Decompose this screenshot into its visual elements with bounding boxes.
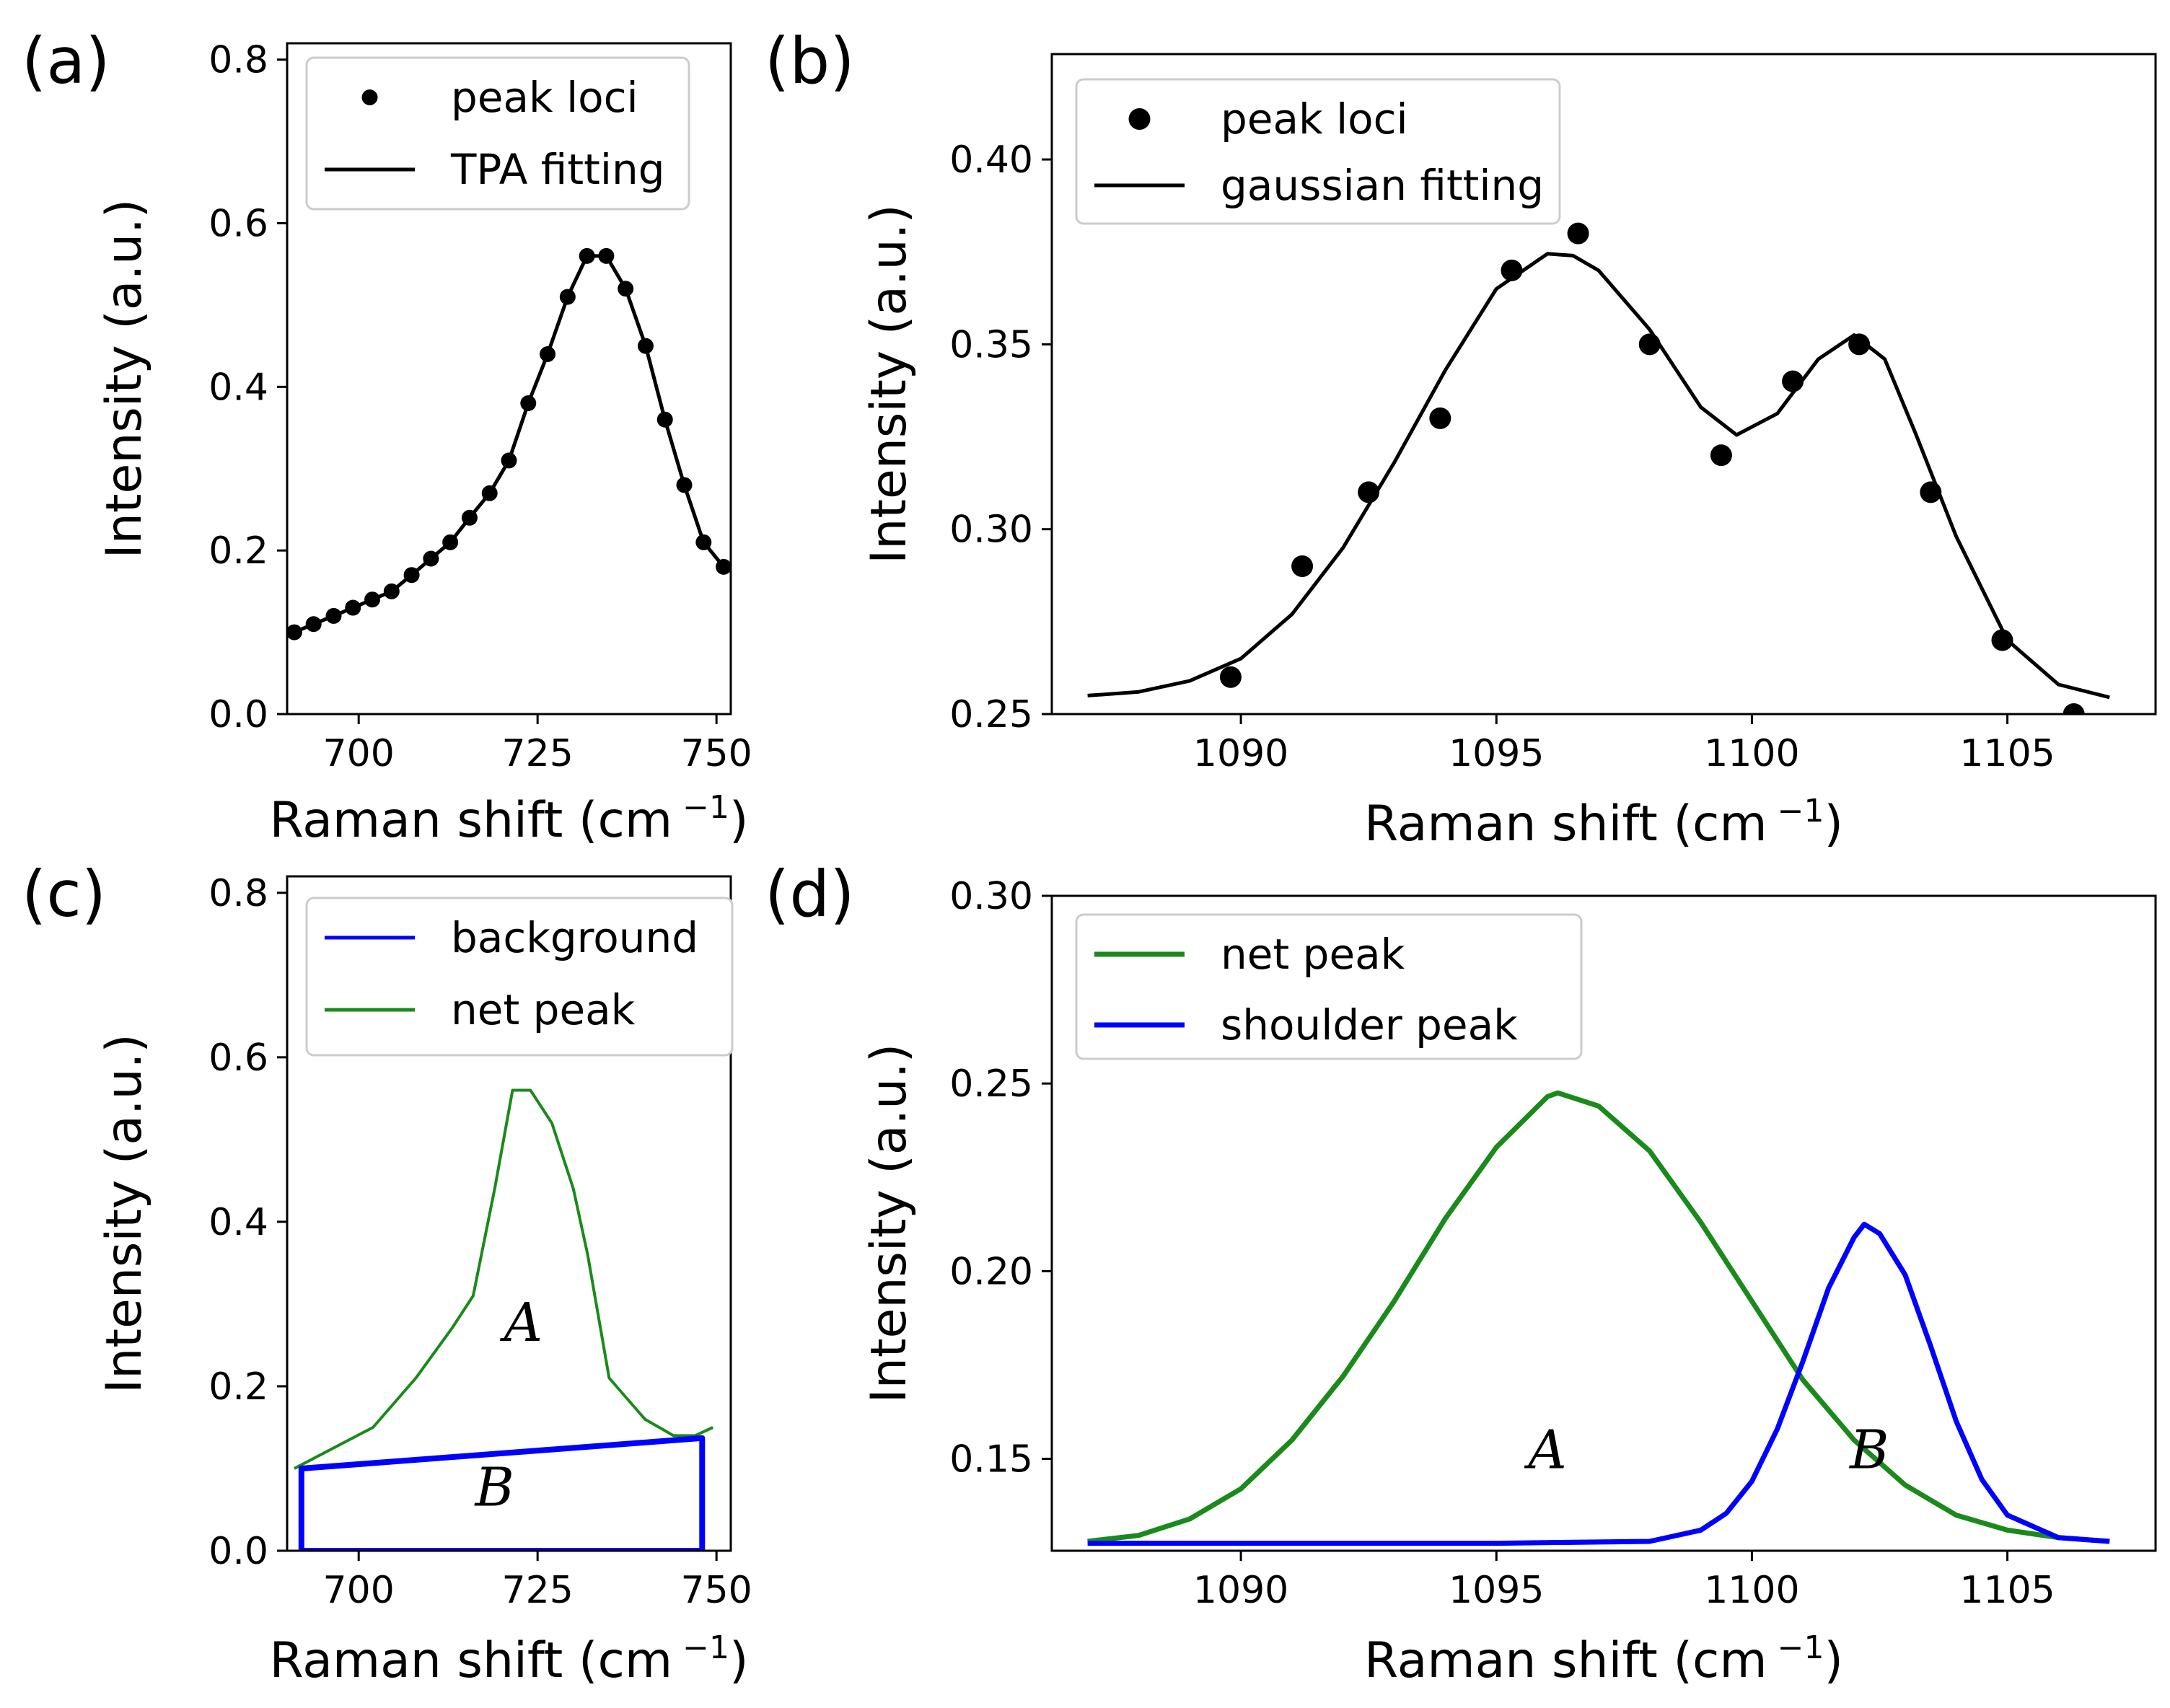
axes-frame [1050,894,2157,1552]
y-tick-label: 0.25 [949,693,1033,736]
y-tick-label: 0.2 [208,1365,268,1409]
x-tick-label: 725 [502,1569,574,1612]
series-TPA-fitting-line [293,254,726,634]
x-axis-label: Raman shift (cm −1) [269,789,748,849]
legend-box [1075,78,1561,225]
axes-frame [1050,53,2157,716]
y-tick-label: 0.6 [208,203,268,246]
legend: net peak shoulder peak [1075,913,1583,1060]
y-tick-label: 0.8 [208,39,268,82]
x-tick-label: 700 [323,1569,395,1612]
y-tick-label: 0.30 [949,509,1033,552]
series-gaussian-fitting-line [1087,252,2110,700]
data-point [1429,407,1451,429]
legend: background net peak [305,897,734,1057]
y-axis-label: Intensity (a.u.) [861,1044,918,1404]
series-shoulder-peak-line [1087,1221,2110,1546]
y-tick-label: 0.30 [949,875,1033,918]
legend-marker [1128,108,1151,130]
y-axis-label: Intensity (a.u.) [96,199,153,559]
annotation-B: B [473,1456,514,1518]
legend-label: gaussian fitting [1221,161,1544,210]
data-point [1848,333,1871,356]
y-tick-label: 0.25 [949,1062,1033,1106]
y-tick-label: 0.4 [208,366,268,409]
y-tick-label: 0.0 [208,693,268,736]
panel-2: (b) 1090 1095 1100 1105 0.25 0.30 0.35 0.40 Raman… [765,24,2157,853]
panel-label: (a) [22,24,110,98]
series-net-peak-line [293,1088,714,1470]
x-axis-label: Raman shift (cm −1) [1364,1629,1843,1689]
legend-label: net peak [1221,930,1405,979]
legend-label: TPA fitting [450,145,665,194]
y-tick-label: 0.40 [949,138,1033,182]
x-tick-label: 1100 [1704,1569,1799,1612]
y-tick-label: 0.35 [949,323,1033,366]
series-net-peak-line [1087,1090,2110,1544]
axes-frame [286,875,732,1552]
x-tick-label: 700 [323,732,395,775]
y-tick-label: 0.15 [949,1438,1033,1482]
annotation-B: B [1848,1419,1889,1482]
x-axis-label: Raman shift (cm −1) [269,1629,748,1689]
legend-label: background [451,913,698,962]
x-tick-label: 1095 [1449,732,1544,775]
x-tick-label: 750 [681,732,752,775]
annotation-A: A [500,1292,542,1354]
panel-3: (c) 700 725 750 0.0 0.2 0.4 0.6 0.8 Raman shift (… [22,857,752,1689]
axes-frame [286,42,732,716]
legend-label: peak loci [1221,94,1408,144]
legend: peak loci TPA fitting [305,56,690,211]
x-tick-label: 725 [502,732,574,775]
x-tick-label: 750 [681,1569,752,1612]
legend-label: shoulder peak [1221,1000,1518,1049]
x-axis-label: Raman shift (cm −1) [1364,793,1843,853]
annotation-A: A [1524,1419,1566,1482]
data-point [1710,444,1732,467]
data-point [1567,222,1589,245]
plot-area [1087,1090,2110,1546]
data-point [1291,555,1314,577]
data-point [1991,629,2013,651]
panel-label: (d) [765,857,855,931]
legend-box [1075,913,1583,1060]
legend: peak loci gaussian fitting [1075,78,1561,225]
panel-label: (c) [22,857,106,931]
panel-label: (b) [765,24,855,98]
plot-area [293,1088,714,1551]
x-tick-label: 1090 [1193,732,1288,775]
legend-marker [361,89,378,105]
y-tick-label: 0.2 [208,529,268,573]
y-tick-label: 0.0 [208,1530,268,1573]
y-axis-label: Intensity (a.u.) [96,1034,153,1394]
legend-label: peak loci [451,73,638,122]
series-background-line [298,1435,706,1551]
x-tick-label: 1095 [1449,1569,1544,1612]
plot-area [1087,222,2110,714]
data-point [2063,703,2085,714]
y-tick-label: 0.6 [208,1036,268,1080]
x-tick-label: 1100 [1704,732,1799,775]
legend-label: net peak [451,985,636,1034]
plot-area [287,247,731,640]
x-tick-label: 1105 [1959,732,2055,775]
y-tick-label: 0.4 [208,1201,268,1244]
panel-1: (a) 700 725 750 0.0 0.2 0.4 0.6 0.8 Raman shift (… [22,24,752,849]
y-tick-label: 0.20 [949,1250,1033,1293]
y-axis-label: Intensity (a.u.) [861,204,918,564]
y-tick-label: 0.8 [208,872,268,915]
data-point [1219,666,1242,688]
x-tick-label: 1090 [1193,1569,1288,1612]
x-tick-label: 1105 [1959,1569,2055,1612]
panel-4: (d) 1090 1095 1100 1105 0.15 0.20 0.25 0.30 Raman… [765,857,2157,1689]
